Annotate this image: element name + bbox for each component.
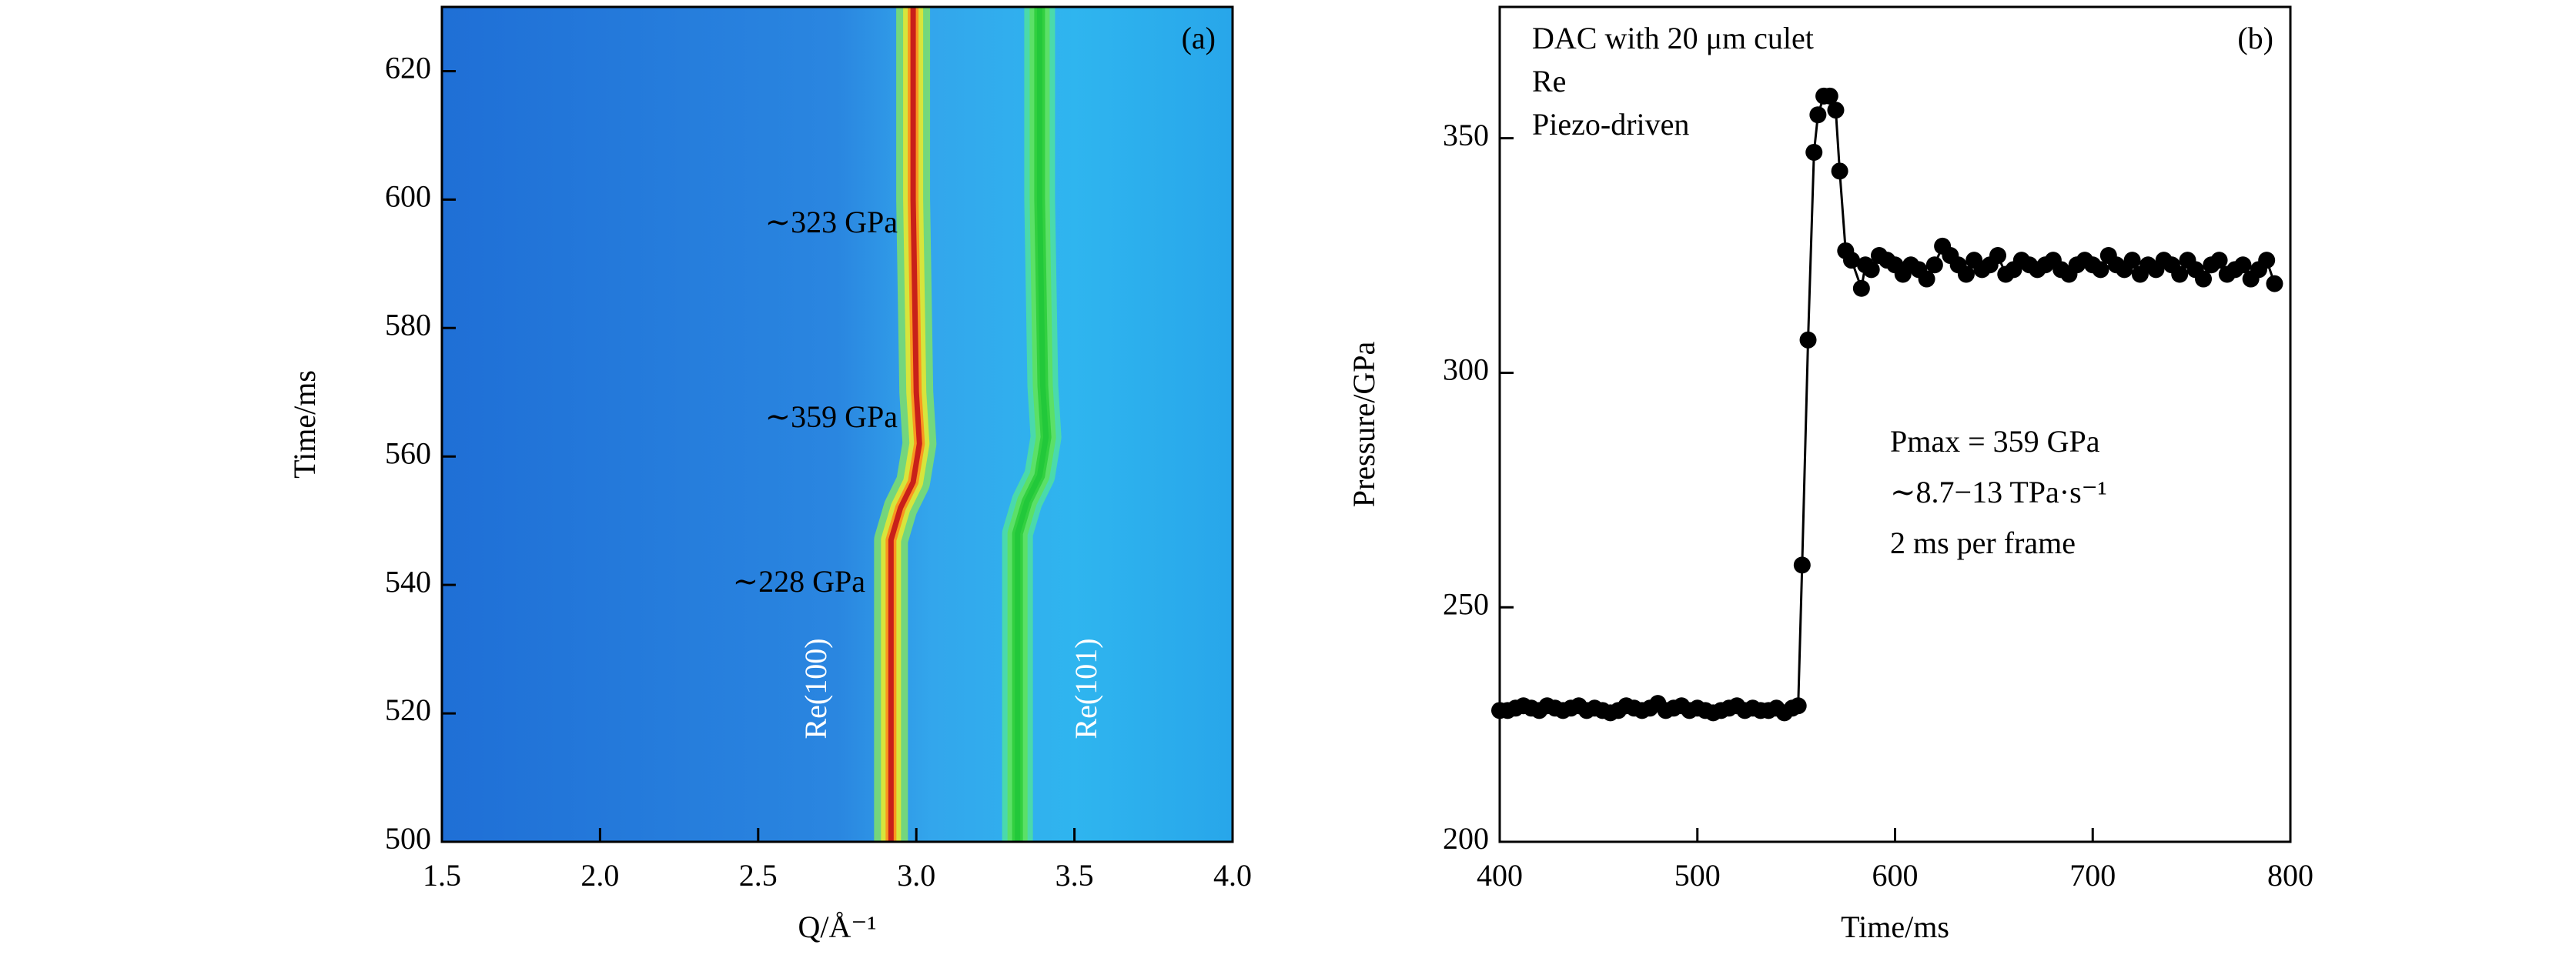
data-point bbox=[2210, 252, 2228, 269]
x-tick-label: 3.0 bbox=[897, 858, 935, 893]
plot-frame bbox=[440, 5, 1234, 843]
x-tick-label: 2.5 bbox=[739, 858, 778, 893]
data-point bbox=[2123, 252, 2141, 269]
data-point bbox=[1831, 162, 1848, 180]
x-tick-label: 4.0 bbox=[1213, 858, 1252, 893]
y-tick-label: 580 bbox=[385, 307, 431, 342]
data-point bbox=[1793, 556, 1811, 574]
data-line bbox=[1500, 95, 2276, 715]
x-tick-label: 400 bbox=[1477, 858, 1523, 893]
y-tick-label: 600 bbox=[385, 179, 431, 214]
y-tick-label: 300 bbox=[1443, 352, 1489, 387]
x-tick-label: 800 bbox=[2267, 858, 2313, 893]
x-tick-label: 2.0 bbox=[580, 858, 619, 893]
y-axis-title: Time/ms bbox=[287, 370, 322, 479]
x-tick-label: 1.5 bbox=[423, 858, 461, 893]
data-point bbox=[2195, 270, 2213, 288]
y-tick-label: 350 bbox=[1443, 118, 1489, 152]
peak-trace bbox=[1015, 7, 1049, 842]
peak-trace bbox=[888, 7, 922, 842]
data-point bbox=[1862, 261, 1880, 279]
data-point bbox=[1809, 106, 1827, 124]
x-tick-label: 500 bbox=[1674, 858, 1721, 893]
data-point bbox=[1799, 331, 1817, 349]
panel-label: (b) bbox=[2237, 21, 2273, 55]
annotation: ∼228 GPa bbox=[733, 564, 866, 599]
x-tick-label: 600 bbox=[1872, 858, 1919, 893]
data-point bbox=[1989, 247, 2007, 265]
note: ∼8.7−13 TPa·s⁻¹ bbox=[1890, 475, 2107, 509]
y-tick-label: 540 bbox=[385, 564, 431, 599]
data-point bbox=[1821, 87, 1838, 105]
y-tick-label: 500 bbox=[385, 821, 431, 856]
y-tick-label: 620 bbox=[385, 51, 431, 85]
heatmap-background bbox=[442, 7, 1233, 842]
data-point bbox=[1957, 265, 1975, 283]
x-axis-title: Q/Å⁻¹ bbox=[798, 910, 877, 944]
data-point bbox=[1925, 256, 1943, 274]
x-axis-title: Time/ms bbox=[1841, 910, 1949, 944]
data-point bbox=[2234, 256, 2252, 274]
data-point bbox=[1918, 270, 1935, 288]
note: Piezo-driven bbox=[1532, 107, 1689, 142]
note: 2 ms per frame bbox=[1890, 526, 2076, 560]
note: Re bbox=[1532, 64, 1566, 98]
data-point bbox=[1852, 279, 1870, 297]
note: Pmax = 359 GPa bbox=[1890, 424, 2100, 459]
y-axis-title: Pressure/GPa bbox=[1347, 341, 1381, 507]
x-tick-label: 700 bbox=[2069, 858, 2116, 893]
y-tick-label: 560 bbox=[385, 436, 431, 470]
data-point bbox=[2092, 261, 2109, 279]
data-point bbox=[2266, 275, 2283, 292]
note: DAC with 20 μm culet bbox=[1532, 21, 1814, 55]
data-point bbox=[1805, 143, 1823, 161]
y-tick-label: 520 bbox=[385, 693, 431, 727]
data-point bbox=[1827, 102, 1845, 119]
data-point bbox=[2171, 265, 2189, 283]
data-point bbox=[1789, 697, 1807, 715]
series-label: Re(101) bbox=[1069, 638, 1103, 739]
y-tick-label: 250 bbox=[1443, 586, 1489, 621]
series-label: Re(100) bbox=[798, 638, 833, 739]
y-tick-label: 200 bbox=[1443, 821, 1489, 856]
x-tick-label: 3.5 bbox=[1055, 858, 1094, 893]
annotation: ∼359 GPa bbox=[765, 399, 898, 434]
annotation: ∼323 GPa bbox=[765, 205, 898, 239]
panel-label: (a) bbox=[1182, 21, 1216, 55]
data-point bbox=[2258, 252, 2276, 269]
data-point bbox=[1843, 252, 1861, 269]
